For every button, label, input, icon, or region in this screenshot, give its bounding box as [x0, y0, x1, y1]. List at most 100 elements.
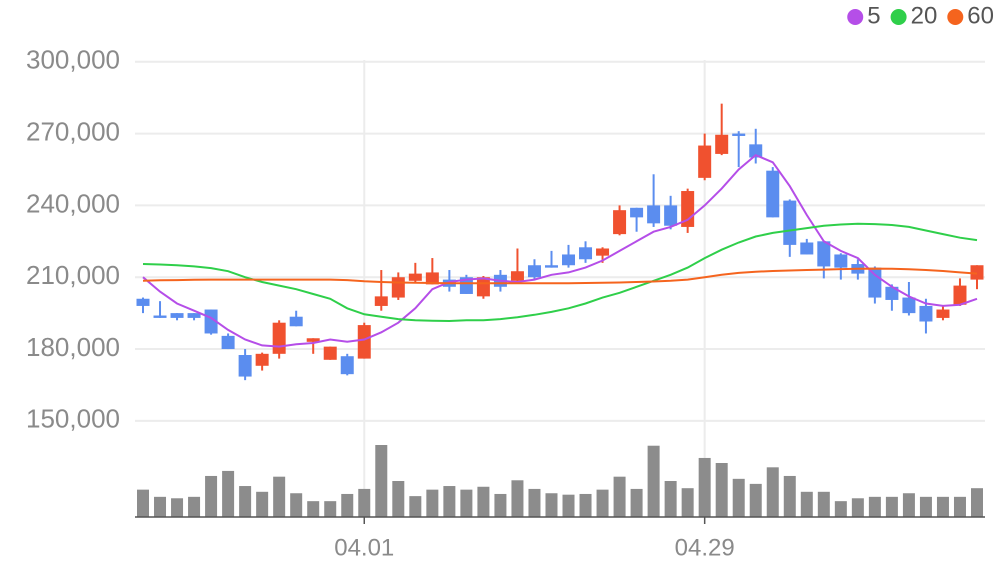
- candle-body: [630, 207, 644, 218]
- candle-body: [306, 338, 320, 342]
- volume-bar: [494, 493, 507, 517]
- volume-bar: [579, 493, 592, 517]
- volume-bar: [919, 496, 932, 517]
- volume-bar: [545, 493, 558, 517]
- candle-body: [255, 353, 269, 366]
- legend-label: 5: [867, 2, 880, 29]
- candle-body: [698, 145, 712, 178]
- volume-bar: [205, 475, 218, 517]
- volume-bar: [222, 470, 235, 517]
- volume-bar: [460, 489, 473, 517]
- volume-bar: [375, 445, 388, 517]
- volume-bar: [528, 488, 541, 517]
- candle-body: [374, 296, 388, 306]
- volume-bar: [664, 481, 677, 517]
- candle-body: [613, 210, 627, 235]
- candle-body: [544, 265, 558, 268]
- volume-bar: [171, 498, 184, 517]
- volume-bar: [443, 486, 456, 517]
- volume-bar: [715, 463, 728, 517]
- volume-bar: [188, 496, 201, 517]
- volume-bar: [341, 493, 354, 517]
- candle-body: [579, 247, 593, 260]
- legend-swatch: [890, 9, 907, 25]
- candle-body: [187, 313, 201, 318]
- volume-bar: [647, 445, 660, 517]
- legend-label: 60: [967, 2, 994, 29]
- volume-bar: [834, 501, 847, 517]
- ma-line: [142, 267, 978, 285]
- candle-body: [647, 205, 661, 224]
- volume-bar: [953, 496, 966, 517]
- candle-body: [527, 265, 541, 278]
- volume-bar: [613, 476, 626, 517]
- candle-body: [953, 285, 967, 305]
- y-tick-label: 240,000: [26, 188, 120, 218]
- volume-bar: [630, 488, 643, 517]
- candle-body: [153, 315, 167, 318]
- candle-body: [340, 356, 354, 375]
- candle-body: [510, 271, 524, 281]
- candle-body: [834, 254, 848, 268]
- volume-bar: [817, 491, 830, 517]
- volume-bar: [749, 483, 762, 517]
- candle-body: [817, 241, 831, 267]
- y-tick-label: 300,000: [26, 45, 120, 75]
- candle-body: [783, 200, 797, 245]
- candle-body: [323, 346, 337, 360]
- candle-body: [459, 277, 473, 294]
- volume-bar: [426, 489, 439, 517]
- volume-bar: [851, 498, 864, 517]
- y-tick-label: 270,000: [26, 116, 120, 146]
- volume-bar: [732, 478, 745, 517]
- legend-swatch: [947, 9, 964, 25]
- volume-bar: [324, 501, 337, 517]
- candle-body: [596, 248, 610, 256]
- volume-bar: [477, 486, 490, 517]
- candle-body: [749, 144, 763, 158]
- candle-body: [868, 267, 882, 298]
- ma-line: [142, 153, 978, 348]
- volume-bar: [971, 488, 983, 517]
- volume-bar: [681, 488, 694, 517]
- volume-bar: [154, 496, 167, 517]
- y-tick-label: 180,000: [26, 332, 120, 362]
- volume-bar: [596, 489, 609, 517]
- volume-bar: [885, 496, 898, 517]
- candle-body: [289, 316, 303, 327]
- candle-body: [902, 297, 916, 314]
- volume-bar: [766, 467, 779, 517]
- candle-body: [885, 286, 899, 300]
- candle-body: [562, 254, 576, 266]
- candle-body: [919, 305, 933, 322]
- volume-bar: [239, 486, 252, 517]
- candle-body: [425, 272, 439, 285]
- candle-body: [476, 277, 490, 297]
- legend-label: 20: [911, 2, 938, 29]
- volume-bar: [698, 457, 711, 517]
- volume-bar: [902, 493, 915, 517]
- x-tick-label: 04.01: [334, 534, 394, 561]
- candle-body: [221, 335, 235, 350]
- candle-body: [766, 170, 780, 218]
- candle-body: [357, 325, 371, 359]
- volume-bar: [137, 489, 149, 517]
- volume-bar: [256, 491, 269, 517]
- volume-bar: [290, 493, 303, 517]
- volume-bar: [562, 494, 575, 517]
- ma-line: [142, 222, 978, 323]
- x-tick-label: 04.29: [675, 534, 735, 561]
- candle-body: [391, 277, 405, 298]
- volume-bar: [936, 496, 949, 517]
- candle-body: [170, 313, 184, 318]
- volume-bar: [868, 496, 881, 517]
- candle-body: [238, 355, 252, 377]
- volume-bar: [783, 475, 796, 517]
- legend-swatch: [847, 9, 864, 25]
- candle-body: [936, 309, 950, 318]
- volume-bar: [800, 491, 813, 517]
- volume-bar: [511, 480, 524, 517]
- volume-bar: [392, 481, 405, 517]
- y-tick-label: 210,000: [26, 260, 120, 290]
